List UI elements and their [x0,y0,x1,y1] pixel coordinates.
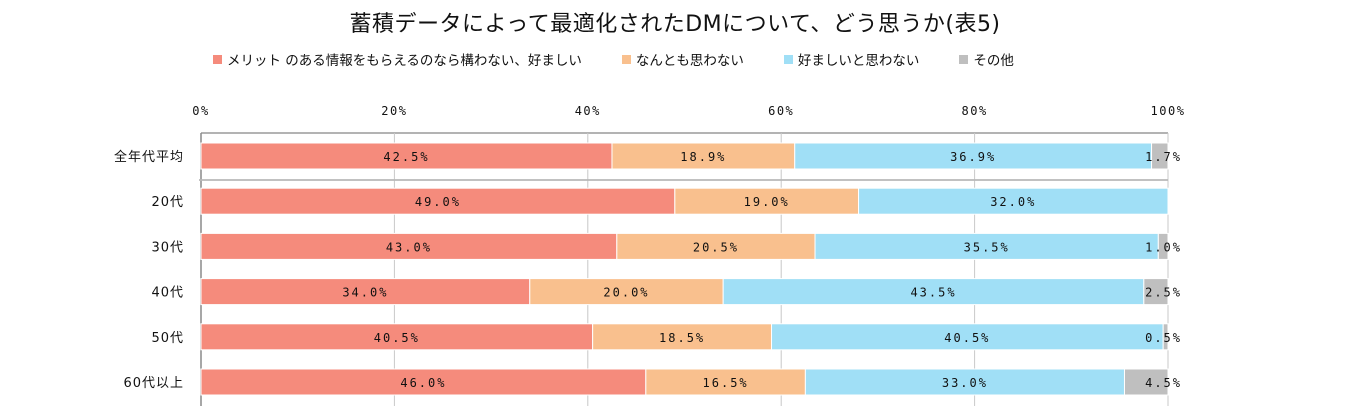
data-label: 43.5% [910,286,956,300]
x-tick-label: 80% [962,104,988,118]
legend-label-merit: メリット のある情報をもらえるのなら構わない、好ましい [227,53,582,69]
data-label: 0.5% [1145,331,1182,345]
x-tick-label: 0% [192,104,209,118]
bar-segment [794,142,1153,170]
data-label: 35.5% [964,240,1010,254]
bar-segment [200,232,618,260]
bar-segment [1143,278,1169,306]
data-label: 36.9% [950,150,996,164]
category-label: 50代 [151,331,184,346]
legend-item-neutral: なんとも思わない [621,49,744,69]
legend-swatch-dislike [783,54,793,64]
category-label: 40代 [151,286,184,301]
data-label: 20.0% [603,286,649,300]
legend-item-other: その他 [959,49,1014,69]
legend-label-neutral: なんとも思わない [635,53,744,69]
data-label: 20.5% [693,240,739,254]
bar-segment [200,187,676,215]
bar-segment [804,368,1125,396]
legend-label-dislike: 好ましいと思わない [797,53,920,69]
data-label: 43.0% [386,240,432,254]
data-label: 42.5% [383,150,429,164]
category-label: 30代 [151,240,184,255]
legend: メリット のある情報をもらえるのなら構わない、好ましい なんとも思わない 好まし… [213,49,1054,69]
data-label: 40.5% [944,331,990,345]
data-label: 1.0% [1145,240,1182,254]
bar-segment [771,323,1164,351]
bar-segment [1162,323,1169,351]
x-tick-label: 20% [381,104,407,118]
bar-segment [529,278,724,306]
chart-title: 蓄積データによって最適化されたDMについて、どう思うか(表5) [349,12,1001,37]
data-label: 46.0% [400,376,446,390]
bar-segment [611,142,796,170]
bar-segment [1157,232,1169,260]
bar-segment [1151,142,1169,170]
bar-segment [616,232,816,260]
data-label: 32.0% [990,195,1036,209]
data-label: 1.7% [1145,150,1182,164]
data-label: 2.5% [1145,286,1182,300]
bar-segment [858,187,1169,215]
data-label: 49.0% [415,195,461,209]
category-label: 20代 [151,195,184,210]
legend-swatch-merit [213,54,222,64]
bar-segment [200,142,613,170]
bar-segment [645,368,806,396]
data-label: 4.5% [1145,376,1182,390]
data-label: 34.0% [342,286,388,300]
legend-item-merit: メリット のある情報をもらえるのなら構わない、好ましい [213,49,582,69]
data-label: 18.9% [680,150,726,164]
data-label: 33.0% [942,376,988,390]
data-label: 40.5% [374,331,420,345]
bar-segment [592,323,773,351]
legend-swatch-other [959,54,969,64]
legend-label-other: その他 [973,53,1014,69]
x-tick-label: 60% [768,104,794,118]
legend-item-dislike: 好ましいと思わない [783,49,920,69]
bar-segment [674,187,860,215]
bar-segment [722,278,1145,306]
legend-swatch-neutral [621,54,631,64]
bar-segment [1123,368,1169,396]
data-label: 19.0% [744,195,790,209]
x-tick-label: 100% [1151,104,1186,118]
data-label: 18.5% [659,331,705,345]
x-tick-label: 40% [575,104,601,118]
category-label: 全年代平均 [114,149,184,165]
bar-segment [200,278,531,306]
data-label: 16.5% [703,376,749,390]
category-label: 60代以上 [123,376,184,391]
